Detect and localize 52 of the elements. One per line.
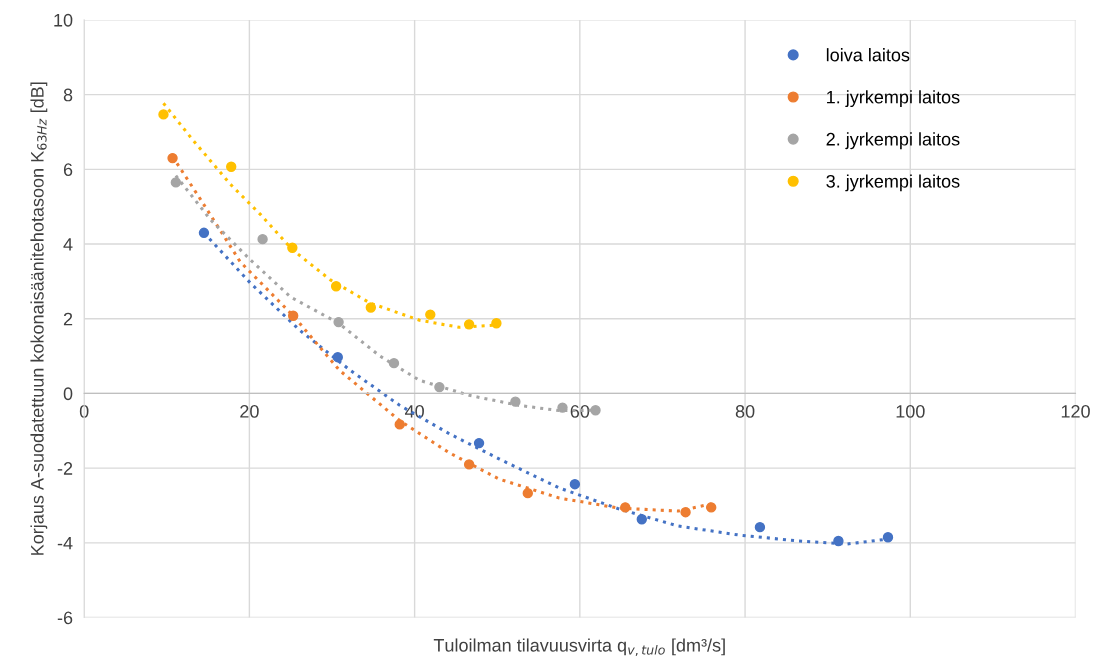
point <box>463 319 475 330</box>
point <box>287 242 298 253</box>
point <box>510 396 521 407</box>
y-axis-title: Korjaus A-suodatettuun kokonaisäänitehotasoon K$_{63Hz}$ [dB] <box>30 82 48 555</box>
legend-label: 3. jyrkempi laitos <box>826 174 960 192</box>
point <box>434 381 445 393</box>
y-tick-label: -6 <box>57 611 73 625</box>
point <box>365 302 377 313</box>
y-tick-label: 2 <box>63 312 73 326</box>
legend-label: 1. jyrkempi laitos <box>827 90 960 108</box>
x-axis-title: Tuloilman tilavuusvirta q$_{v,tulo}$ [dm³/s] <box>433 638 725 656</box>
point <box>330 281 342 292</box>
point <box>680 506 691 518</box>
y-tick-label: -2 <box>57 462 73 475</box>
point <box>425 309 436 320</box>
point <box>167 152 178 164</box>
point <box>833 535 844 547</box>
y-tick-label: -4 <box>57 536 73 550</box>
point <box>158 109 169 120</box>
x-tick-label: 120 <box>1061 405 1090 418</box>
point <box>394 419 405 430</box>
y-tick-label: 6 <box>63 163 73 177</box>
point <box>569 478 581 490</box>
point <box>705 502 717 513</box>
y-tick-label: 0 <box>63 387 73 401</box>
point <box>257 233 268 245</box>
x-tick-label: 100 <box>896 405 925 418</box>
point <box>463 459 475 470</box>
x-tick-label: 80 <box>735 405 755 418</box>
point <box>388 357 400 369</box>
point <box>557 402 568 413</box>
point <box>491 318 502 329</box>
point <box>636 514 647 525</box>
point <box>170 177 182 188</box>
point <box>522 487 533 499</box>
point <box>754 521 766 533</box>
point <box>620 502 631 513</box>
point <box>473 437 485 449</box>
point <box>332 351 343 363</box>
y-tick-label: 10 <box>54 13 73 27</box>
point <box>287 310 299 321</box>
x-tick-label: 0 <box>79 405 89 418</box>
y-tick-label: 8 <box>63 88 73 102</box>
y-tick-label: 4 <box>63 238 73 251</box>
legend-label: loiva laitos <box>826 48 910 62</box>
x-tick-label: 20 <box>240 405 259 418</box>
point <box>226 161 237 172</box>
legend-label: 2. jyrkempi laitos <box>826 132 960 150</box>
point <box>590 405 601 416</box>
point <box>198 227 210 239</box>
point <box>333 316 344 328</box>
point <box>882 532 894 543</box>
